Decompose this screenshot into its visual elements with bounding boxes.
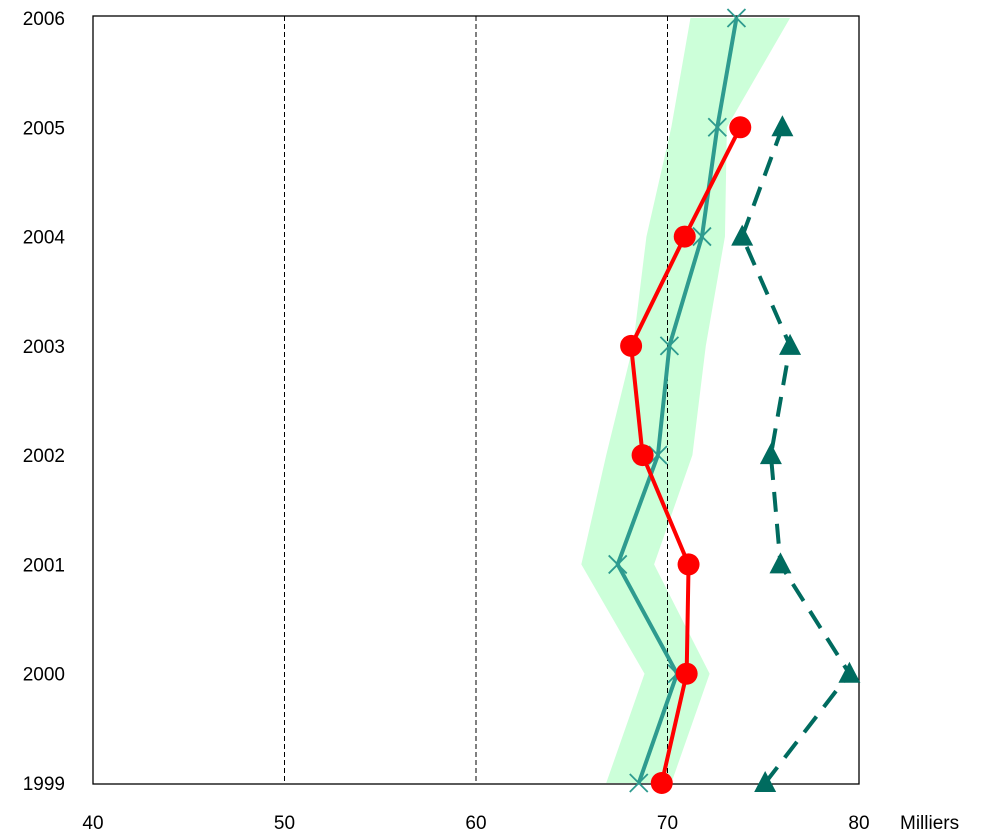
x-tick-label: 80 (848, 813, 869, 834)
data-point (769, 552, 792, 574)
x-tick-labels: 40 50 60 70 80 (82, 813, 869, 834)
y-tick-label: 1999 (23, 774, 65, 795)
x-tick-label: 70 (657, 813, 678, 834)
data-point (759, 443, 782, 465)
x-tick-label: 60 (465, 813, 486, 834)
data-point (629, 773, 649, 793)
series-2 (731, 115, 861, 792)
data-point (673, 225, 696, 248)
data-point (731, 224, 754, 246)
y-tick-label: 2004 (23, 228, 66, 249)
data-point (771, 115, 794, 137)
data-point (729, 116, 752, 139)
series-0 (608, 8, 747, 793)
data-point (648, 445, 668, 465)
y-tick-label: 2005 (23, 118, 65, 139)
data-point (675, 662, 698, 685)
data-point (726, 8, 747, 28)
y-tick-label: 2001 (23, 555, 65, 576)
grid-lines (284, 16, 668, 784)
data-point (707, 117, 727, 137)
y-tick-label: 2000 (23, 665, 65, 686)
y-tick-label: 2002 (23, 446, 65, 467)
data-point (677, 553, 700, 576)
data-point (754, 771, 777, 792)
plot-frame (92, 15, 860, 785)
y-tick-label: 2006 (23, 9, 65, 30)
x-tick-label: 40 (82, 813, 103, 834)
y-tick-labels: 1999 2000 2001 2002 2003 2004 2005 2006 (23, 9, 66, 795)
data-point (620, 334, 643, 357)
x-tick-label: 50 (274, 813, 295, 834)
x-axis-label: Milliers (900, 813, 959, 834)
data-point (650, 772, 673, 794)
data-point (608, 554, 628, 575)
data-point (631, 444, 654, 467)
series-line (615, 17, 739, 784)
series-1 (620, 116, 752, 794)
data-point (659, 336, 680, 356)
data-point (779, 333, 802, 355)
series-layer (608, 8, 861, 794)
data-point (838, 661, 861, 683)
series-line (740, 126, 852, 785)
y-tick-label: 2003 (23, 337, 65, 358)
data-point (692, 226, 712, 247)
